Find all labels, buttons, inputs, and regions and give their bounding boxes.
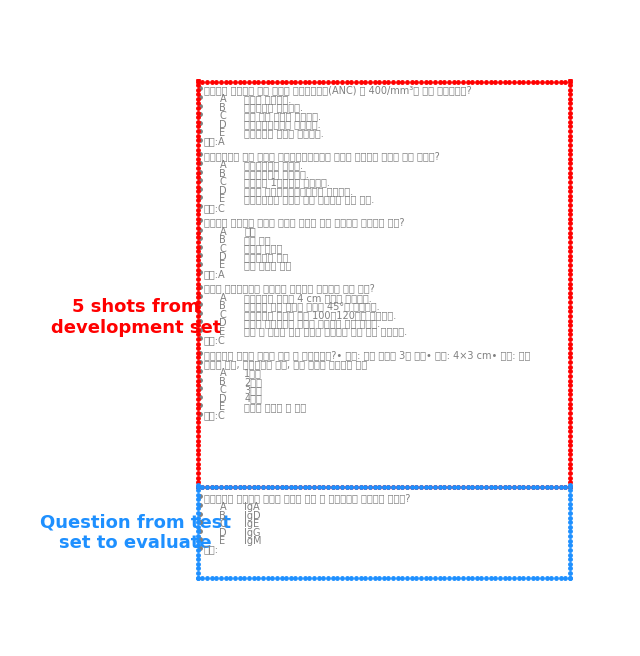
Text: 정답:C: 정답:C [204, 335, 226, 345]
Text: 교통사고 환자에게 발생한 신경성 쇼크의 초기 단계에서 나타나는 것은?: 교통사고 환자에게 발생한 신경성 쇼크의 초기 단계에서 나타나는 것은? [204, 217, 404, 228]
Text: 정답:C: 정답:C [204, 411, 226, 420]
Text: 기관지 협착음: 기관지 협착음 [244, 243, 283, 253]
Text: D: D [220, 186, 227, 195]
Text: 단계를 구분할 수 없음: 단계를 구분할 수 없음 [244, 402, 307, 412]
Text: 흉락배액통을 환자의 가슴 위치보다 높게 둔다.: 흉락배액통을 환자의 가슴 위치보다 높게 둔다. [244, 194, 374, 204]
Text: 5 shots from
development set: 5 shots from development set [51, 298, 221, 337]
Text: 말초 순환 상태를 확인한다.: 말초 순환 상태를 확인한다. [244, 111, 321, 121]
Text: 구조자의 팔은 환자의 상체와 45°를 유지한다.: 구조자의 팔은 환자의 상체와 45°를 유지한다. [244, 301, 380, 311]
Text: E: E [220, 536, 226, 546]
Text: 흉골의 중심부보다 위쪽에 구조자의 손을 놓는다.: 흉골의 중심부보다 위쪽에 구조자의 손을 놓는다. [244, 318, 380, 328]
Text: IgG: IgG [244, 527, 261, 538]
Text: E: E [220, 327, 226, 337]
Text: C: C [220, 243, 227, 253]
Text: 흉락배액관을 짜준다.: 흉락배액관을 짜준다. [244, 160, 303, 171]
Text: 정답:: 정답: [204, 544, 219, 554]
Text: D: D [220, 394, 227, 403]
Text: 2단계: 2단계 [244, 377, 262, 386]
Text: 정답:A: 정답:A [204, 136, 226, 146]
Text: B: B [220, 235, 227, 245]
Text: 소변량을 1시간마다 측정한다.: 소변량을 1시간마다 측정한다. [244, 177, 330, 187]
Text: E: E [220, 402, 226, 412]
Text: A: A [220, 160, 226, 171]
Text: 서맥: 서맥 [244, 226, 256, 237]
Text: A: A [220, 94, 226, 104]
Text: E: E [220, 128, 226, 138]
Text: 중심정맥압 상승: 중심정맥압 상승 [244, 252, 289, 262]
Text: 1단계: 1단계 [244, 368, 262, 379]
Text: 4단계: 4단계 [244, 394, 262, 403]
Text: Question from test
set to evaluate: Question from test set to evaluate [40, 514, 231, 552]
Text: IgE: IgE [244, 519, 259, 529]
Text: 체온을 측정한다.: 체온을 측정한다. [244, 94, 292, 104]
Text: B: B [220, 102, 227, 113]
Text: A: A [220, 502, 226, 512]
Text: A: A [220, 368, 226, 379]
Text: 정답:C: 정답:C [204, 203, 226, 213]
Text: 위암으로 항암치료 중인 환자의 절대호중구수(ANC) 가 400/mm³일 때의 간호중재는?: 위암으로 항암치료 중인 환자의 절대호중구수(ANC) 가 400/mm³일 … [204, 85, 472, 95]
Text: 의식수준을 사정한다.: 의식수준을 사정한다. [244, 102, 303, 113]
Text: 후두 부종: 후두 부종 [244, 235, 271, 245]
Text: 가슴압박의 깊이는 4 cm 이내로 유지한다.: 가슴압박의 깊이는 4 cm 이내로 유지한다. [244, 293, 372, 303]
Text: 변형된 트렌델렌부르크자세를 취해준다.: 변형된 트렌델렌부르크자세를 취해준다. [244, 186, 353, 195]
Text: IgM: IgM [244, 536, 262, 546]
Text: C: C [220, 111, 227, 121]
Text: C: C [220, 385, 227, 395]
Text: 정답:A: 정답:A [204, 269, 226, 279]
Text: C: C [220, 310, 227, 319]
Text: E: E [220, 194, 226, 204]
Text: 폐엽절제술을 받은 환자의 밀봉흉락배액관에서 혈액성 배액량이 증가될 때의 중재는?: 폐엽절제술을 받은 환자의 밀봉흉락배액관에서 혈액성 배액량이 증가될 때의 … [204, 151, 440, 161]
Text: IgD: IgD [244, 510, 261, 521]
Text: 알레르기성 천식이나 기생충 감염이 있을 때 특징적으로 증가하는 항체는?: 알레르기성 천식이나 기생충 감염이 있을 때 특징적으로 증가하는 항체는? [204, 493, 410, 503]
Text: 동맥혈가스검사를 준비한다.: 동맥혈가스검사를 준비한다. [244, 119, 321, 129]
Text: C: C [220, 519, 227, 529]
Text: B: B [220, 510, 227, 521]
Text: IgA: IgA [244, 502, 260, 512]
Text: 욕창부위의 상태가 다음과 같을 때 욕창단계는?• 위치: 왼쪽 엉덩이 3시 방향• 크기: 4×3 cm• 깊이: 진피: 욕창부위의 상태가 다음과 같을 때 욕창단계는?• 위치: 왼쪽 엉덩이 3시… [204, 350, 531, 359]
Text: E: E [220, 260, 226, 270]
Text: 흉락배액관을 제기한다.: 흉락배액관을 제기한다. [244, 169, 309, 179]
Text: 심정지 성인환자에게 수행하는 가슴압박 방법으로 옳은 것은?: 심정지 성인환자에게 수행하는 가슴압박 방법으로 옳은 것은? [204, 283, 375, 293]
Text: D: D [220, 318, 227, 328]
Text: 전층의 손실, 피하조직의 손상, 건과 근육은 노출되지 않음: 전층의 손실, 피하조직의 손상, 건과 근육은 노출되지 않음 [204, 359, 367, 369]
Text: B: B [220, 301, 227, 311]
Text: 차고 축축한 피부: 차고 축축한 피부 [244, 260, 292, 270]
Text: A: A [220, 226, 226, 237]
Text: A: A [220, 293, 226, 303]
Text: D: D [220, 252, 227, 262]
Text: 가슴압박의 속도는 분당 100〜120회를 유지한다.: 가슴압박의 속도는 분당 100〜120회를 유지한다. [244, 310, 397, 319]
Text: 3단계: 3단계 [244, 385, 262, 395]
Text: D: D [220, 527, 227, 538]
Text: 호산구수치 결과를 확인한다.: 호산구수치 결과를 확인한다. [244, 128, 324, 138]
Text: D: D [220, 119, 227, 129]
Text: C: C [220, 177, 227, 187]
Text: B: B [220, 377, 227, 386]
Text: B: B [220, 169, 227, 179]
Text: 압박 후 가슴이 정상 위치로 올라오기 전에 다시 압박한다.: 압박 후 가슴이 정상 위치로 올라오기 전에 다시 압박한다. [244, 327, 408, 337]
